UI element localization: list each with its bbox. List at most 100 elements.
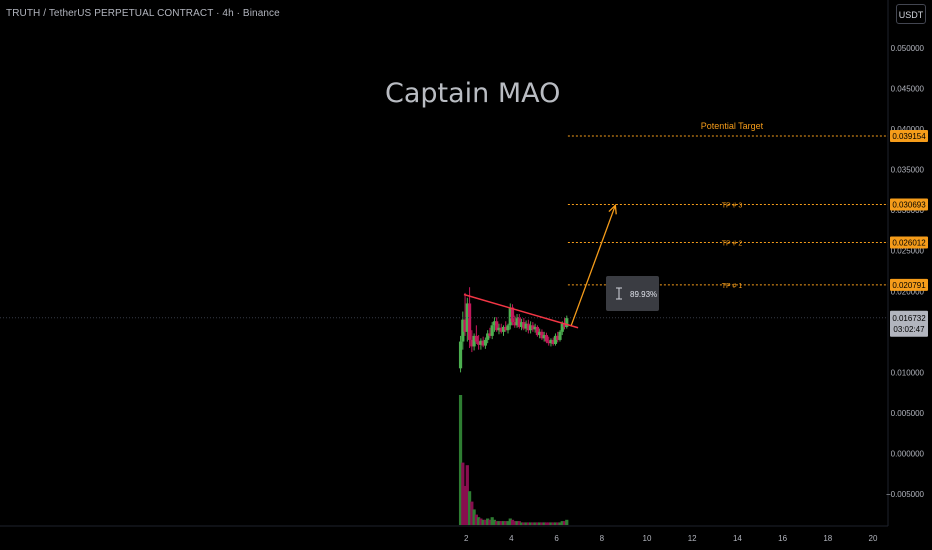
volume-bar <box>488 519 492 525</box>
candle-body <box>504 326 508 331</box>
volume-bar <box>513 521 517 525</box>
currency-button[interactable]: USDT <box>896 4 926 24</box>
volume-bar <box>558 522 562 525</box>
volume-bar <box>465 465 469 525</box>
volume-bar <box>535 522 539 525</box>
volume-bar <box>474 514 478 525</box>
volume-bar <box>458 395 463 525</box>
candle-body <box>517 317 521 327</box>
symbol-title: TRUTH / TetherUS PERPETUAL CONTRACT · 4h… <box>6 8 280 19</box>
volume-bar <box>506 521 510 525</box>
candle-body <box>531 325 535 330</box>
time-tick-label: 2 <box>464 534 469 543</box>
volume-bar <box>486 518 490 525</box>
volume-bar <box>463 486 467 525</box>
candle-body <box>508 307 512 326</box>
candle-body <box>562 323 567 327</box>
target-level-label: TP # 1 <box>722 283 743 290</box>
volume-bar <box>538 522 542 525</box>
candle-body <box>522 322 526 329</box>
candle-body <box>497 327 501 331</box>
time-axis[interactable]: 2 4 6 8 10 12 14 16 18 20 <box>464 534 878 543</box>
candle-body <box>556 335 560 340</box>
volume-bar <box>529 522 533 525</box>
volume-bar <box>461 462 465 525</box>
candle-body <box>463 319 467 332</box>
price-tick-label: 0.005000 <box>891 409 925 418</box>
candle-body <box>477 341 481 345</box>
volume-bar <box>495 521 499 525</box>
target-price-tag-text: 0.030693 <box>892 201 926 210</box>
target-price-tag <box>890 198 928 211</box>
volume-bar <box>526 522 530 525</box>
candle-body <box>538 331 542 336</box>
current-price-value: 0.016732 <box>892 314 926 323</box>
price-tick-label: 0.040000 <box>891 125 925 134</box>
price-tick-label: −0.005000 <box>886 490 925 499</box>
volume-bar <box>533 522 537 525</box>
watermark-text: Captain MAO <box>385 78 561 109</box>
price-tick-label: 0.050000 <box>891 44 925 53</box>
price-tick-label: 0.020000 <box>891 287 925 296</box>
volume-bar <box>490 517 494 525</box>
volume-bar <box>470 501 474 525</box>
drawing-layer[interactable]: Potential Target TP # 3 TP # 2 TP # 1 89.93% <box>0 121 888 329</box>
volume-bar <box>549 522 553 525</box>
time-tick-label: 8 <box>600 534 605 543</box>
price-tick-label: 0.010000 <box>891 368 925 377</box>
candle-body <box>529 325 533 331</box>
target-price-tag-text: 0.020791 <box>892 281 926 290</box>
volume-bar <box>553 522 558 525</box>
price-tick-label: 0.035000 <box>891 166 925 175</box>
candle-body <box>560 323 564 332</box>
candle-body <box>490 325 494 336</box>
candle-body <box>535 326 539 336</box>
candle-body <box>479 340 483 345</box>
volume-bar <box>544 522 549 525</box>
candle-body <box>558 331 562 340</box>
target-price-tag-text: 0.026012 <box>892 239 926 248</box>
candle-body <box>544 335 549 342</box>
price-axis[interactable]: 0.050000 0.045000 0.040000 0.035000 0.030000… <box>886 44 928 499</box>
volume-bar <box>560 521 564 525</box>
candle-body <box>553 335 558 344</box>
candle-body <box>461 319 465 342</box>
candle-body <box>499 327 503 332</box>
time-tick-label: 16 <box>778 534 787 543</box>
volume-bar <box>472 509 476 525</box>
volume-bar <box>467 491 472 525</box>
target-level-label: TP # 3 <box>722 203 743 210</box>
volume-bar <box>492 519 497 525</box>
resistance-trendline <box>463 293 579 329</box>
volume-bar <box>522 522 526 525</box>
candle-body <box>506 325 510 331</box>
time-tick-label: 6 <box>554 534 559 543</box>
price-tick-label: 0.030000 <box>891 206 925 215</box>
target-price-tag <box>890 278 928 291</box>
volume-bar <box>540 522 544 525</box>
candle-body <box>467 303 472 340</box>
time-tick-label: 12 <box>688 534 697 543</box>
volume-bar <box>510 519 515 525</box>
volume-bar <box>501 521 506 525</box>
projection-arrow-head <box>608 203 617 215</box>
volume-bar <box>551 522 555 525</box>
price-tick-label: 0.025000 <box>891 247 925 256</box>
volume-bar <box>519 522 524 525</box>
candle-body <box>495 321 499 331</box>
volume-bar <box>477 517 481 525</box>
candle-body <box>488 333 492 336</box>
candle-body <box>542 335 546 339</box>
candle-body <box>481 340 485 346</box>
volume-bar <box>531 522 535 525</box>
candle-body <box>519 322 524 327</box>
candle-body <box>549 339 553 344</box>
candle-body <box>565 318 569 327</box>
candle-body <box>540 331 544 339</box>
time-tick-label: 18 <box>823 534 832 543</box>
volume-bar <box>497 521 501 525</box>
volume-bar <box>556 522 560 525</box>
candle-body <box>486 333 490 340</box>
candle-body <box>533 326 537 330</box>
